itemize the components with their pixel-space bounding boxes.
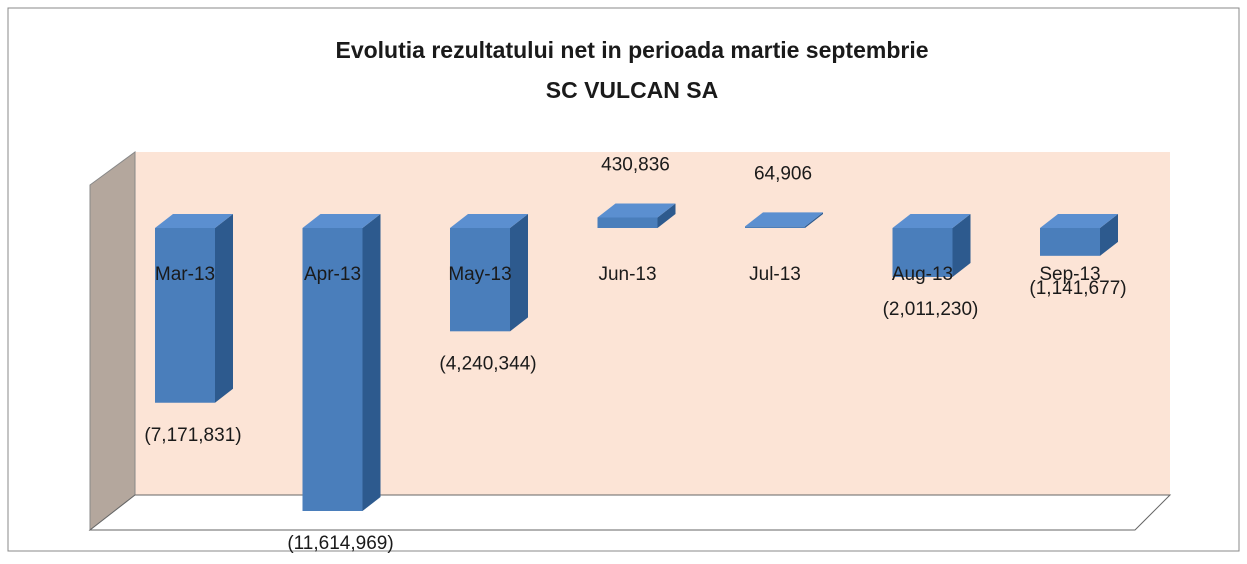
bar-top: [597, 203, 676, 218]
data-label: (4,240,344): [439, 353, 536, 374]
data-label: (7,171,831): [144, 425, 241, 446]
bar-side: [805, 212, 823, 228]
chart-title: Evolutia rezultatului net in perioada ma…: [335, 37, 928, 63]
bar-side: [1100, 214, 1118, 256]
bar-top: [155, 214, 233, 228]
bar: [302, 228, 363, 511]
bar: [745, 226, 805, 228]
bar: [597, 217, 658, 228]
bar: [1040, 228, 1100, 256]
x-tick-label: May-13: [448, 264, 511, 285]
side-wall: [89, 151, 136, 532]
x-tick-label: Aug-13: [892, 264, 953, 285]
bar-side: [952, 214, 971, 278]
back-wall: [135, 152, 1170, 495]
bar: [450, 228, 510, 332]
floor: [88, 494, 1172, 531]
data-label: (2,011,230): [883, 299, 979, 320]
bar: [155, 228, 215, 403]
data-label: 430,836: [601, 155, 670, 176]
bar-top: [745, 212, 823, 227]
data-label: (11,614,969): [287, 533, 393, 554]
bar-side: [510, 214, 528, 332]
x-tick-label: Jun-13: [598, 264, 656, 285]
bar-top: [892, 214, 971, 228]
bar-side: [657, 203, 676, 228]
data-label: (1,141,677): [1029, 278, 1126, 299]
bar-side: [215, 214, 233, 403]
bar-top: [302, 214, 381, 228]
bar-top: [450, 214, 528, 228]
bar-top: [1040, 214, 1118, 228]
x-tick-label: Apr-13: [304, 264, 361, 285]
chart-subtitle: SC VULCAN SA: [546, 77, 719, 103]
bar: [892, 228, 953, 278]
data-label: 64,906: [754, 163, 812, 184]
x-tick-label: Jul-13: [749, 264, 801, 285]
x-tick-label: Mar-13: [155, 264, 215, 285]
x-tick-label: Sep-13: [1039, 264, 1100, 285]
bar-side: [362, 214, 381, 511]
